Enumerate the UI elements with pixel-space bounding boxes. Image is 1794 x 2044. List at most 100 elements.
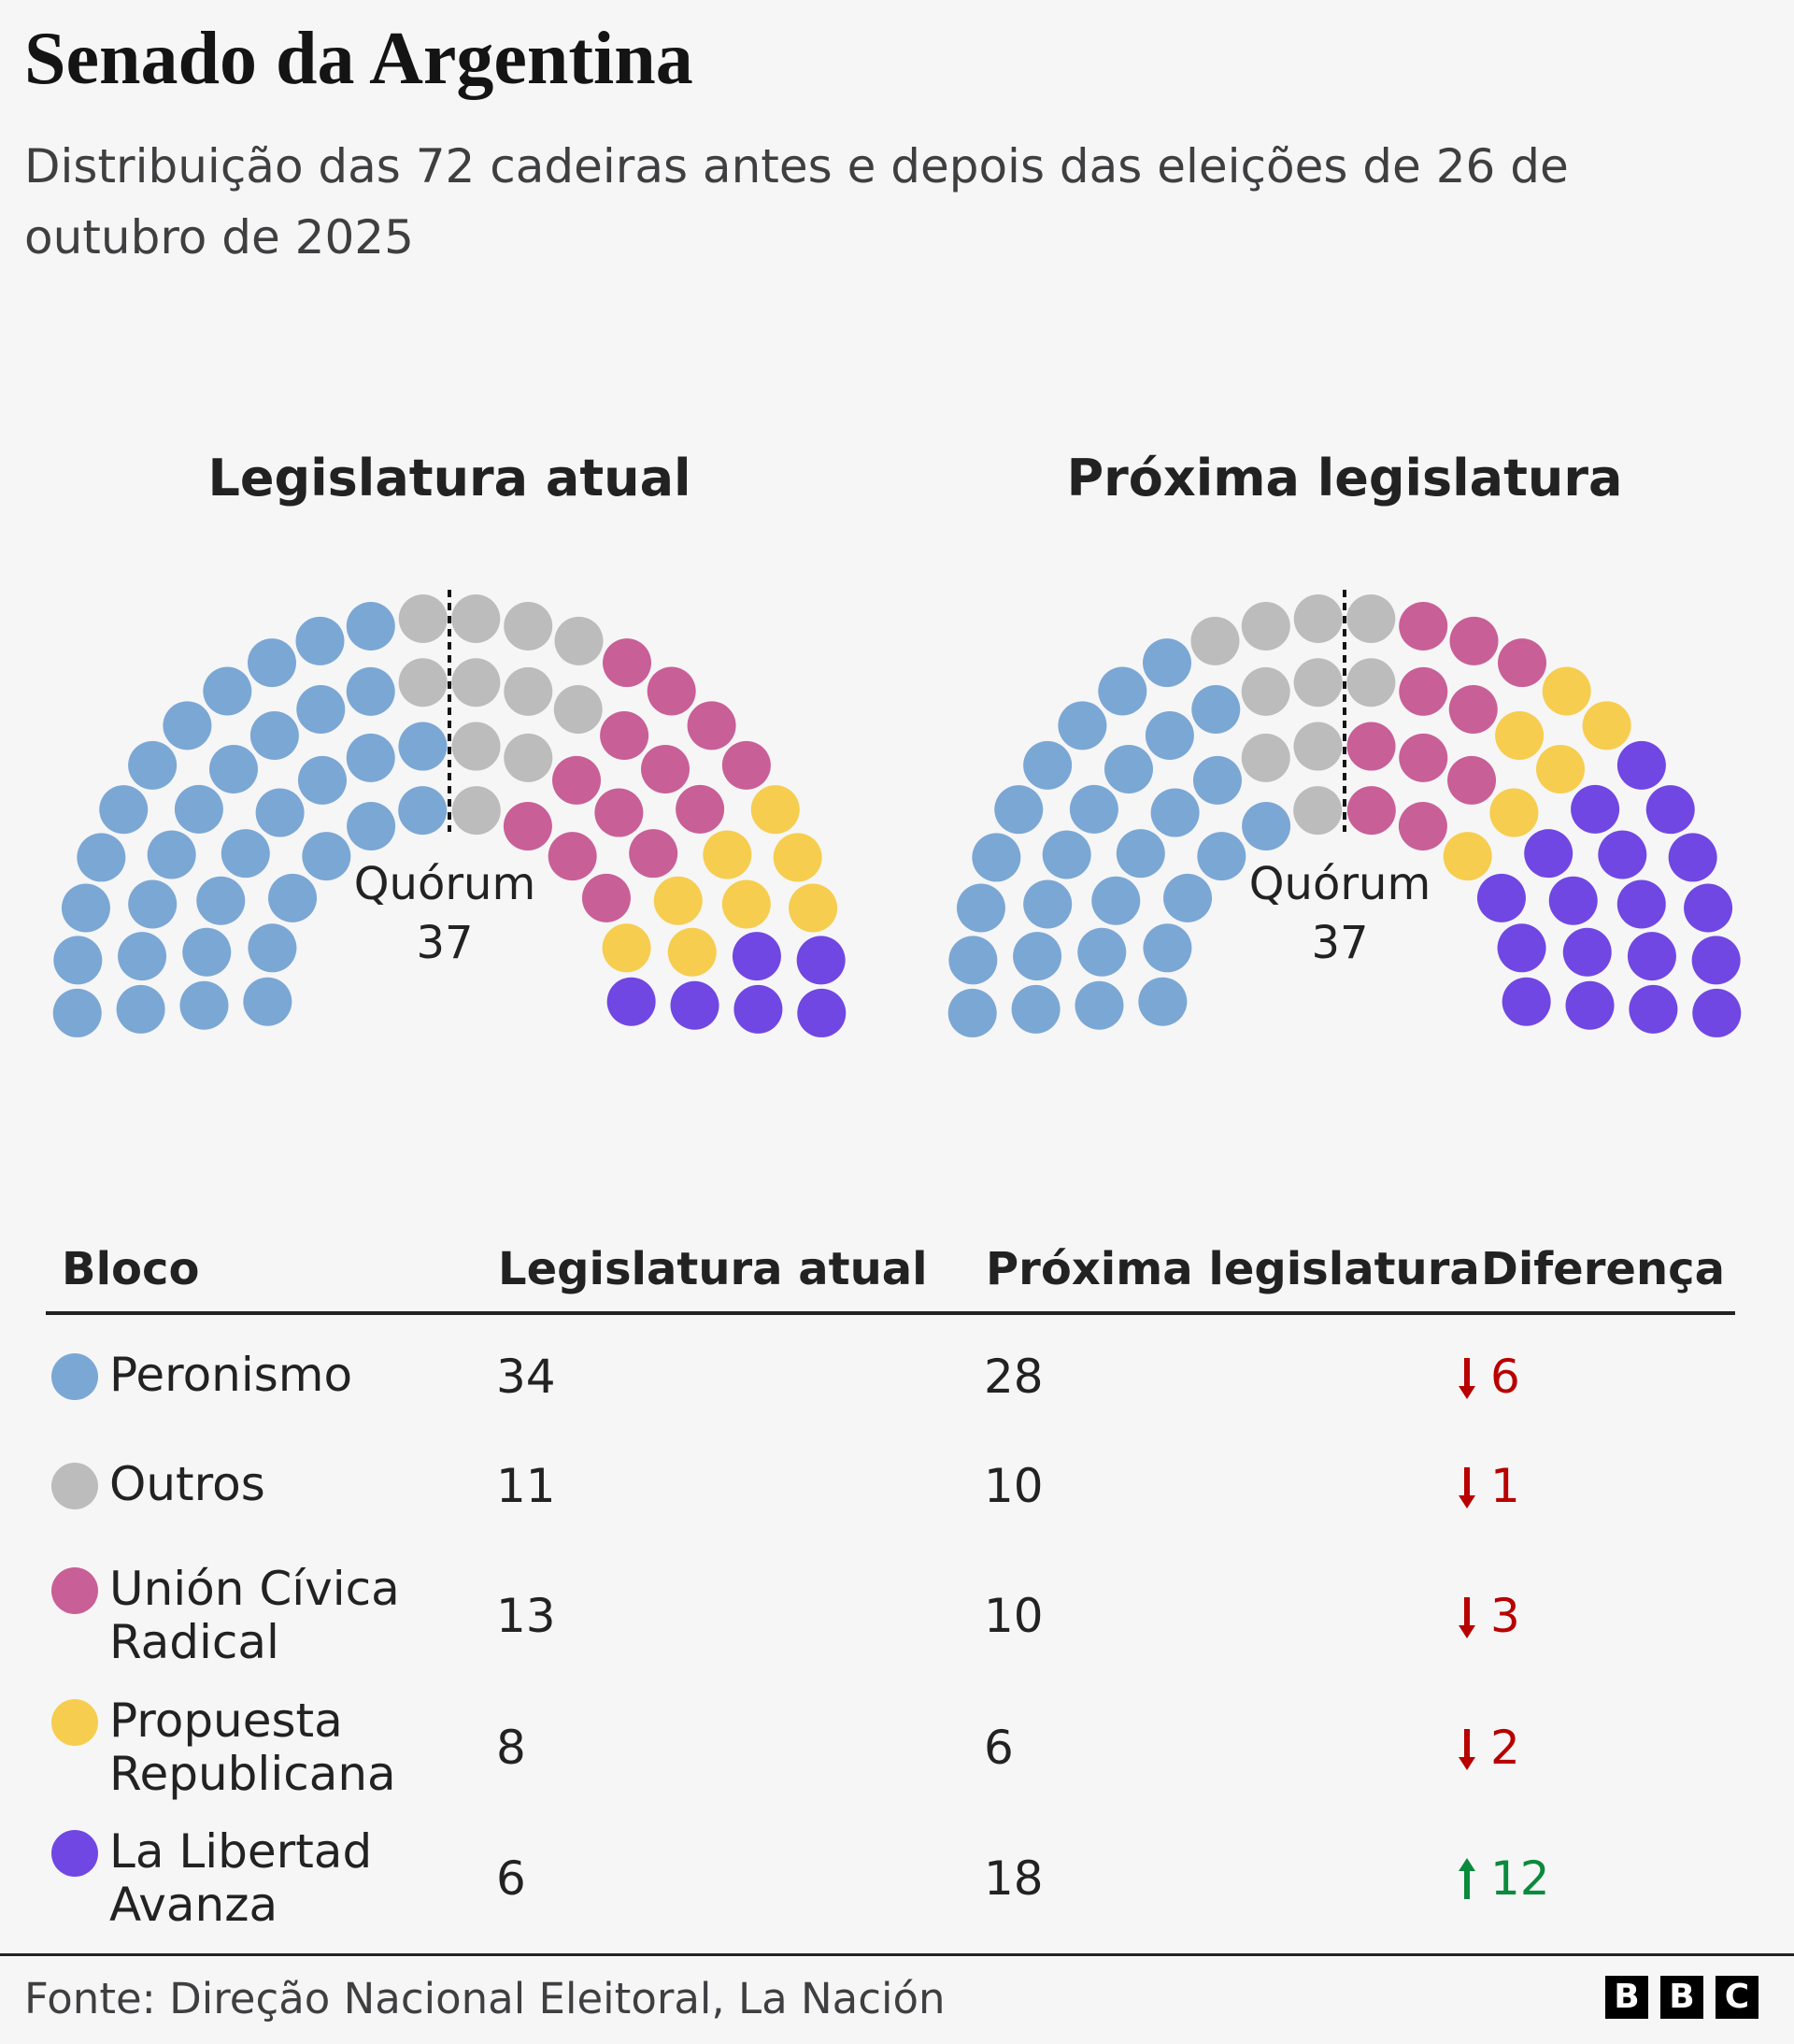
footer-rule [0, 1953, 1794, 1956]
seat [750, 785, 800, 835]
seat [606, 977, 656, 1026]
seat [687, 701, 736, 750]
seat [1346, 594, 1396, 644]
seat [1190, 616, 1240, 665]
seat [1138, 977, 1188, 1026]
seat [1293, 722, 1343, 771]
quorum-value: 37 [1311, 917, 1368, 969]
current-seats: 6 [496, 1851, 526, 1906]
seat [548, 832, 597, 881]
seat [603, 638, 652, 688]
next-seats: 10 [984, 1588, 1044, 1643]
seat [128, 740, 178, 790]
seat [796, 936, 846, 985]
change-arrow [1459, 1728, 1475, 1770]
seat [1011, 984, 1061, 1034]
current-seats: 8 [496, 1720, 526, 1775]
seat [1668, 833, 1717, 882]
bloc-name: La Libertad Avanza [109, 1824, 373, 1932]
seat [641, 744, 691, 793]
seat [1293, 594, 1343, 644]
current-seats: 34 [496, 1349, 556, 1404]
seat [1542, 666, 1591, 716]
seat [1536, 744, 1586, 793]
next-seats: 28 [984, 1349, 1044, 1404]
seat [797, 988, 847, 1037]
seat [1548, 876, 1598, 925]
seat [1476, 873, 1526, 922]
seat [1571, 784, 1620, 834]
title: Senado da Argentina [24, 18, 693, 100]
seat [347, 801, 396, 850]
next-seats: 10 [984, 1458, 1044, 1513]
seat [1692, 988, 1742, 1037]
seat [554, 616, 604, 665]
seat [948, 936, 998, 985]
seat [676, 784, 725, 834]
change-arrow [1459, 1357, 1475, 1399]
bloc-name: Outros [109, 1457, 265, 1511]
seat [1346, 658, 1396, 708]
seat [1116, 829, 1165, 879]
seat [602, 923, 651, 973]
change-value: 3 [1490, 1588, 1520, 1643]
change-value: 2 [1490, 1720, 1520, 1775]
seat [1197, 832, 1246, 881]
seat [179, 980, 229, 1030]
change-arrow [1459, 1596, 1475, 1638]
seat [346, 666, 395, 716]
seat [994, 785, 1044, 835]
seat [255, 788, 305, 837]
seat [1448, 685, 1498, 735]
seat [670, 980, 719, 1030]
seat [451, 594, 501, 644]
seat [972, 833, 1021, 882]
table-header: Diferença [1481, 1243, 1725, 1295]
seat [99, 785, 149, 835]
seat [1103, 744, 1153, 793]
seat [451, 722, 501, 771]
seat [247, 638, 296, 688]
seat [163, 701, 212, 750]
legend-dot [51, 1353, 98, 1400]
seat [248, 923, 297, 973]
table-rule [46, 1311, 1735, 1315]
seat [147, 830, 196, 879]
seat [1241, 601, 1290, 650]
seat [1023, 740, 1073, 790]
seat [116, 984, 165, 1034]
bloc-name: Unión Cívica Radical [109, 1562, 400, 1669]
seat [667, 927, 717, 977]
seat [1142, 638, 1191, 688]
change-arrow [1459, 1857, 1475, 1899]
seat [1447, 755, 1497, 805]
seat [118, 932, 167, 981]
quorum-label: Quórum [354, 858, 535, 910]
seat [1616, 740, 1666, 790]
table-header: Legislatura atual [498, 1243, 928, 1295]
seat [1191, 685, 1241, 735]
seat [504, 666, 553, 716]
seat [1691, 936, 1741, 985]
seat [947, 988, 997, 1037]
arrow-shape [1459, 1357, 1475, 1399]
arrow-shape [1459, 1596, 1475, 1638]
seat [732, 932, 781, 981]
change-value: 6 [1490, 1349, 1520, 1404]
seat [1346, 722, 1396, 771]
current-seats: 11 [496, 1458, 556, 1513]
next-seats: 6 [984, 1720, 1014, 1775]
seat [1399, 733, 1448, 782]
seat [1399, 601, 1448, 650]
quorum-label: Quórum [1249, 858, 1431, 910]
seat [1498, 638, 1547, 688]
seat [1077, 927, 1127, 977]
change-value: 1 [1490, 1458, 1520, 1513]
seat [1013, 932, 1062, 981]
seat [1399, 666, 1448, 716]
seat [721, 879, 771, 929]
seat [1489, 788, 1539, 837]
seat [208, 744, 258, 793]
seat [61, 883, 110, 933]
seat [268, 873, 318, 922]
